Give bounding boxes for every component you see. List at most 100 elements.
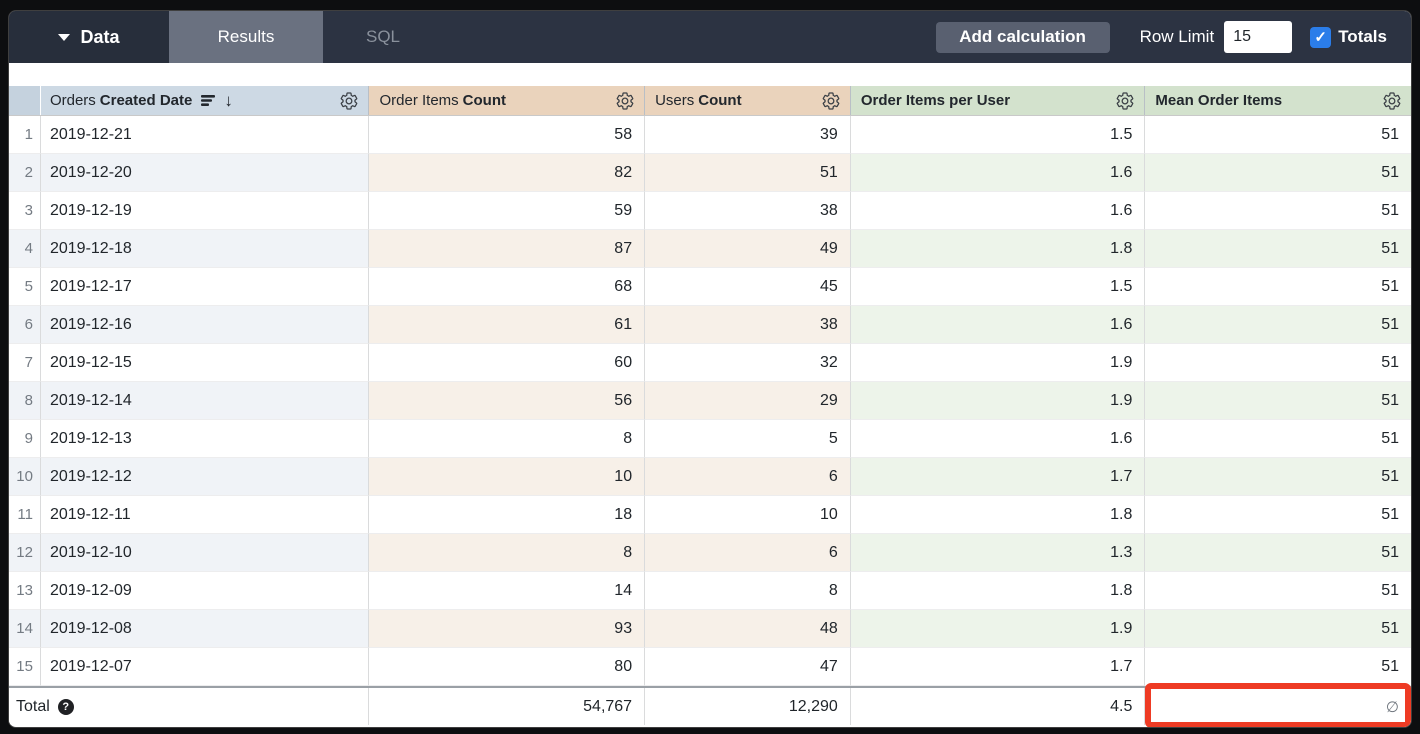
order-items-per-user-cell[interactable]: 1.3 <box>850 534 1146 572</box>
order-items-per-user-cell[interactable]: 1.8 <box>850 496 1146 534</box>
order-items-count-cell[interactable]: 68 <box>369 268 646 306</box>
order-items-count-cell[interactable]: 61 <box>369 306 646 344</box>
order-items-count-cell[interactable]: 10 <box>369 458 646 496</box>
column-header-users-count[interactable]: Users Count <box>645 86 851 115</box>
order-items-count-cell[interactable]: 58 <box>369 116 646 154</box>
users-count-cell[interactable]: 10 <box>645 496 851 534</box>
order-items-count-cell[interactable]: 59 <box>369 192 646 230</box>
mean-order-items-cell[interactable]: 51 <box>1145 154 1411 192</box>
column-gear-button[interactable] <box>1115 91 1135 111</box>
orders-created-date-cell[interactable]: 2019-12-13 <box>40 420 370 458</box>
order-items-count-cell[interactable]: 60 <box>369 344 646 382</box>
order-items-count-cell[interactable]: 8 <box>369 420 646 458</box>
orders-created-date-cell[interactable]: 2019-12-14 <box>40 382 370 420</box>
header-view-name: Orders <box>49 92 96 109</box>
mean-order-items-cell[interactable]: 51 <box>1145 306 1411 344</box>
order-items-count-cell[interactable]: 82 <box>369 154 646 192</box>
users-count-cell[interactable]: 38 <box>645 192 851 230</box>
order-items-per-user-cell[interactable]: 1.6 <box>850 192 1146 230</box>
order-items-per-user-cell[interactable]: 1.5 <box>850 116 1146 154</box>
users-count-cell[interactable]: 39 <box>645 116 851 154</box>
order-items-count-cell[interactable]: 80 <box>369 648 646 686</box>
gear-icon <box>822 91 840 110</box>
order-items-count-cell[interactable]: 93 <box>369 610 646 648</box>
total-users-count: 12,290 <box>645 688 851 725</box>
orders-created-date-cell[interactable]: 2019-12-07 <box>40 648 370 686</box>
users-count-cell[interactable]: 47 <box>645 648 851 686</box>
mean-order-items-cell[interactable]: 51 <box>1145 344 1411 382</box>
mean-order-items-cell[interactable]: 51 <box>1145 116 1411 154</box>
totals-checkbox[interactable]: ✓ <box>1310 26 1332 48</box>
orders-created-date-cell[interactable]: 2019-12-11 <box>40 496 370 534</box>
users-count-cell[interactable]: 29 <box>645 382 851 420</box>
orders-created-date-cell[interactable]: 2019-12-15 <box>40 344 370 382</box>
mean-order-items-cell[interactable]: 51 <box>1145 572 1411 610</box>
order-items-per-user-cell[interactable]: 1.7 <box>850 458 1146 496</box>
order-items-count-cell[interactable]: 87 <box>369 230 646 268</box>
users-count-cell[interactable]: 5 <box>645 420 851 458</box>
header-field-name: Created Date <box>99 92 193 109</box>
mean-order-items-cell[interactable]: 51 <box>1145 458 1411 496</box>
mean-order-items-cell[interactable]: 51 <box>1145 420 1411 458</box>
users-count-cell[interactable]: 32 <box>645 344 851 382</box>
order-items-per-user-cell[interactable]: 1.8 <box>850 230 1146 268</box>
column-header-orders-created-date[interactable]: Orders Created Date ↓ <box>40 86 370 115</box>
row-limit-input[interactable] <box>1224 21 1293 53</box>
order-items-per-user-cell[interactable]: 1.9 <box>850 382 1146 420</box>
order-items-per-user-cell[interactable]: 1.9 <box>850 610 1146 648</box>
users-count-cell[interactable]: 49 <box>645 230 851 268</box>
mean-order-items-cell[interactable]: 51 <box>1145 192 1411 230</box>
data-menu-toggle[interactable]: Data <box>9 11 169 63</box>
users-count-cell[interactable]: 8 <box>645 572 851 610</box>
orders-created-date-cell[interactable]: 2019-12-19 <box>40 192 370 230</box>
row-number: 3 <box>9 192 41 230</box>
users-count-cell[interactable]: 6 <box>645 534 851 572</box>
users-count-cell[interactable]: 6 <box>645 458 851 496</box>
orders-created-date-cell[interactable]: 2019-12-12 <box>40 458 370 496</box>
orders-created-date-cell[interactable]: 2019-12-16 <box>40 306 370 344</box>
mean-order-items-cell[interactable]: 51 <box>1145 534 1411 572</box>
orders-created-date-cell[interactable]: 2019-12-17 <box>40 268 370 306</box>
users-count-cell[interactable]: 48 <box>645 610 851 648</box>
order-items-per-user-cell[interactable]: 1.5 <box>850 268 1146 306</box>
mean-order-items-cell[interactable]: 51 <box>1145 648 1411 686</box>
order-items-count-cell[interactable]: 18 <box>369 496 646 534</box>
order-items-count-cell[interactable]: 14 <box>369 572 646 610</box>
mean-order-items-cell[interactable]: 51 <box>1145 230 1411 268</box>
order-items-per-user-cell[interactable]: 1.6 <box>850 306 1146 344</box>
orders-created-date-cell[interactable]: 2019-12-10 <box>40 534 370 572</box>
column-header-order-items-per-user[interactable]: Order Items per User <box>850 86 1146 115</box>
tab-results[interactable]: Results <box>169 11 323 63</box>
mean-order-items-cell[interactable]: 51 <box>1145 496 1411 534</box>
users-count-cell[interactable]: 45 <box>645 268 851 306</box>
column-gear-button[interactable] <box>339 91 359 111</box>
users-count-cell[interactable]: 51 <box>645 154 851 192</box>
orders-created-date-cell[interactable]: 2019-12-08 <box>40 610 370 648</box>
orders-created-date-cell[interactable]: 2019-12-20 <box>40 154 370 192</box>
tab-sql[interactable]: SQL <box>323 11 443 63</box>
order-items-per-user-cell[interactable]: 1.6 <box>850 154 1146 192</box>
mean-order-items-cell[interactable]: 51 <box>1145 382 1411 420</box>
mean-order-items-cell[interactable]: 51 <box>1145 610 1411 648</box>
users-count-cell[interactable]: 38 <box>645 306 851 344</box>
column-header-order-items-count[interactable]: Order Items Count <box>369 86 646 115</box>
add-calculation-button[interactable]: Add calculation <box>935 21 1110 53</box>
orders-created-date-cell[interactable]: 2019-12-09 <box>40 572 370 610</box>
order-items-count-cell[interactable]: 8 <box>369 534 646 572</box>
column-gear-button[interactable] <box>821 91 841 111</box>
order-items-per-user-cell[interactable]: 1.9 <box>850 344 1146 382</box>
order-items-per-user-cell[interactable]: 1.8 <box>850 572 1146 610</box>
orders-created-date-cell[interactable]: 2019-12-18 <box>40 230 370 268</box>
table-row: 9 2019-12-13 8 5 1.6 51 <box>9 420 1411 458</box>
order-items-per-user-cell[interactable]: 1.6 <box>850 420 1146 458</box>
orders-created-date-cell[interactable]: 2019-12-21 <box>40 116 370 154</box>
mean-order-items-cell[interactable]: 51 <box>1145 268 1411 306</box>
column-gear-button[interactable] <box>1382 91 1402 111</box>
table-row: 5 2019-12-17 68 45 1.5 51 <box>9 268 1411 306</box>
help-icon[interactable]: ? <box>57 698 74 715</box>
order-items-count-cell[interactable]: 56 <box>369 382 646 420</box>
column-gear-button[interactable] <box>615 91 635 111</box>
order-items-per-user-cell[interactable]: 1.7 <box>850 648 1146 686</box>
column-header-mean-order-items[interactable]: Mean Order Items <box>1145 86 1411 115</box>
tab-results-label: Results <box>217 27 275 46</box>
